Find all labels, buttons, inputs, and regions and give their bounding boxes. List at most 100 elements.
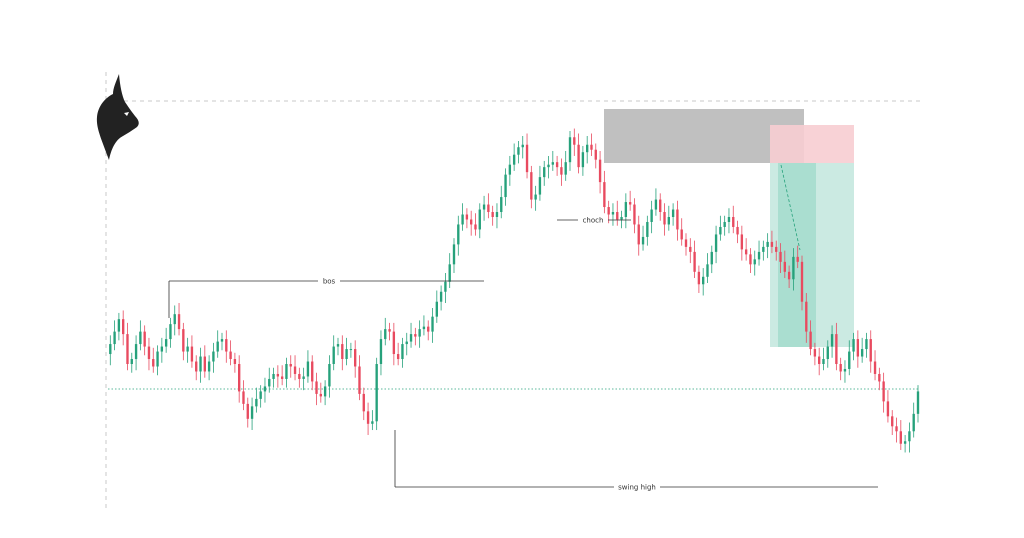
bullish-candle bbox=[109, 344, 112, 355]
bearish-candle bbox=[152, 359, 155, 367]
bullish-candle bbox=[130, 359, 133, 365]
bullish-candle bbox=[173, 314, 176, 325]
bearish-candle bbox=[388, 329, 391, 332]
bearish-candle bbox=[573, 137, 576, 145]
bullish-candle bbox=[422, 326, 426, 330]
bearish-candle bbox=[147, 346, 151, 360]
entry-arrow bbox=[780, 164, 801, 251]
bullish-candle bbox=[654, 199, 658, 210]
bearish-candle bbox=[740, 234, 744, 250]
bullish-candle bbox=[641, 236, 645, 245]
bullish-candle bbox=[620, 216, 623, 220]
bearish-candle bbox=[143, 331, 146, 347]
bearish-candle bbox=[775, 246, 778, 252]
bullish-candle bbox=[268, 378, 271, 387]
bullish-candle bbox=[375, 364, 378, 422]
bearish-candle bbox=[396, 354, 400, 360]
bullish-candle bbox=[457, 224, 460, 245]
bearish-candle bbox=[590, 144, 593, 150]
bullish-candle bbox=[332, 346, 335, 365]
bearish-candle bbox=[122, 319, 125, 335]
bullish-candle bbox=[164, 339, 168, 347]
bearish-candle bbox=[311, 361, 314, 382]
bullish-candle bbox=[508, 164, 512, 175]
bearish-candle bbox=[366, 411, 370, 424]
bullish-candle bbox=[667, 216, 670, 225]
bullish-candle bbox=[156, 351, 159, 367]
bullish-candle bbox=[860, 349, 864, 357]
bullish-candle bbox=[285, 364, 288, 379]
bullish-candle bbox=[650, 209, 653, 222]
bearish-candle bbox=[525, 144, 529, 173]
bullish-candle bbox=[259, 391, 262, 399]
bearish-candle bbox=[242, 391, 245, 404]
bos-label: bos bbox=[323, 278, 336, 286]
bearish-candle bbox=[680, 229, 683, 240]
bearish-candle bbox=[744, 249, 748, 255]
bullish-candle bbox=[908, 431, 911, 442]
bearish-candle bbox=[182, 329, 185, 352]
bullish-candle bbox=[328, 364, 331, 387]
bullish-candle bbox=[500, 197, 503, 213]
bearish-candle bbox=[358, 366, 361, 394]
bearish-candle bbox=[663, 212, 666, 225]
bearish-candle bbox=[684, 239, 688, 247]
bullish-candle bbox=[431, 316, 434, 332]
bullish-candle bbox=[762, 246, 765, 252]
bull-logo-icon bbox=[96, 74, 139, 160]
bullish-candle bbox=[538, 177, 542, 195]
bearish-candle bbox=[633, 204, 636, 225]
bearish-candle bbox=[190, 346, 194, 362]
bullish-candle bbox=[139, 331, 142, 345]
bearish-candle bbox=[298, 373, 301, 379]
bullish-candle bbox=[306, 361, 310, 377]
bearish-candle bbox=[427, 326, 430, 332]
bearish-candle bbox=[732, 216, 735, 227]
bearish-candle bbox=[839, 364, 842, 372]
bearish-candle bbox=[689, 246, 692, 252]
bullish-candle bbox=[504, 174, 507, 198]
bullish-candle bbox=[534, 194, 537, 200]
bullish-candle bbox=[444, 281, 447, 292]
bearish-candle bbox=[882, 381, 885, 402]
bullish-candle bbox=[723, 221, 726, 227]
bullish-candle bbox=[461, 214, 464, 225]
bearish-candle bbox=[899, 431, 902, 444]
bearish-candle bbox=[491, 212, 494, 217]
bearish-candle bbox=[697, 271, 701, 285]
bearish-candle bbox=[856, 339, 860, 357]
bullish-candle bbox=[706, 264, 709, 277]
bearish-candle bbox=[796, 256, 799, 262]
bullish-candle bbox=[852, 339, 855, 352]
bearish-candle bbox=[779, 251, 782, 262]
bearish-candle bbox=[783, 261, 786, 272]
bearish-candle bbox=[736, 226, 739, 235]
bullish-candle bbox=[160, 346, 164, 352]
bullish-candle bbox=[220, 339, 224, 342]
bullish-candle bbox=[512, 154, 516, 165]
bearish-candle bbox=[203, 356, 206, 372]
bearish-candle bbox=[229, 351, 232, 360]
choch-annotation: choch bbox=[557, 215, 631, 225]
bullish-candle bbox=[848, 351, 851, 369]
bullish-candle bbox=[568, 137, 572, 163]
bearish-candle bbox=[598, 159, 602, 183]
bearish-candle bbox=[693, 251, 696, 272]
bullish-candle bbox=[302, 376, 305, 379]
bearish-candle bbox=[470, 219, 473, 225]
swing-high-label: swing high bbox=[618, 484, 656, 492]
bearish-candle bbox=[465, 214, 469, 220]
bearish-candle bbox=[238, 364, 241, 392]
bullish-candle bbox=[117, 319, 121, 332]
bearish-candle bbox=[293, 366, 297, 374]
bearish-candle bbox=[787, 271, 791, 280]
candles bbox=[109, 128, 920, 453]
bearish-candle bbox=[233, 359, 237, 365]
bearish-candle bbox=[126, 334, 129, 365]
bullish-candle bbox=[564, 162, 567, 175]
bearish-candle bbox=[891, 416, 894, 427]
bearish-candle bbox=[818, 356, 821, 365]
bullish-candle bbox=[448, 264, 451, 282]
bullish-candle bbox=[586, 144, 589, 153]
bullish-candle bbox=[792, 256, 795, 280]
